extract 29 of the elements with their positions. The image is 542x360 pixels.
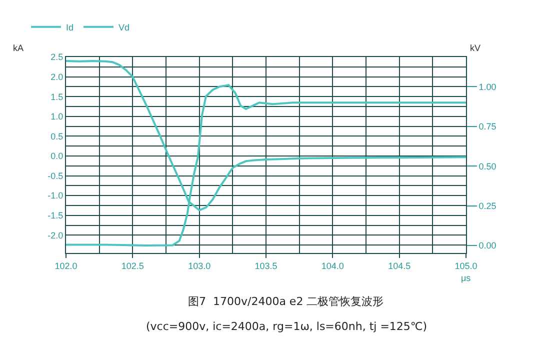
text: 图7 1700v/2400a e2 二极管恢复波形 <box>188 295 384 308</box>
x-tick-label: 104.0 <box>321 260 344 271</box>
y2-tick-label: 0.00 <box>478 240 496 251</box>
y2-tick-label: 0.25 <box>478 200 496 211</box>
y-tick-label: 2.0 <box>50 72 64 82</box>
y-tick-label: -1.5 <box>48 210 64 221</box>
y-tick-label: 0.0 <box>50 151 64 162</box>
y-tick-label: 0.5 <box>50 131 64 142</box>
y-tick-label: 1.5 <box>50 92 64 102</box>
y-axis-title: kA <box>13 43 24 53</box>
y2-tick-label: 0.75 <box>478 122 496 132</box>
x-tick-label: 104.5 <box>388 260 411 271</box>
text: (vcc=900v, ic=2400a, rg=1ω, ls=60nh, tj =125℃) <box>146 320 428 333</box>
y2-tick-label: 0.50 <box>478 161 496 172</box>
x-tick-label: 102.0 <box>54 260 78 271</box>
legend-label: Vd <box>118 22 130 32</box>
y-tick-label: -0.5 <box>48 170 64 181</box>
y-tick-label: 1.0 <box>50 112 64 122</box>
y-tick-label: 2.5 <box>50 52 64 62</box>
x-tick-label: 103.0 <box>188 260 211 271</box>
legend-label: Id <box>66 22 74 32</box>
y2-axis-title: kV <box>470 43 481 53</box>
y-tick-label: -2.0 <box>48 230 64 240</box>
x-tick-label: 103.5 <box>254 260 278 271</box>
y2-tick-label: 1.00 <box>478 82 496 92</box>
x-axis-title: μs <box>461 273 472 283</box>
x-tick-label: 102.5 <box>121 260 144 271</box>
x-tick-label: 105.0 <box>454 260 478 271</box>
y-tick-label: -1.0 <box>48 190 64 201</box>
